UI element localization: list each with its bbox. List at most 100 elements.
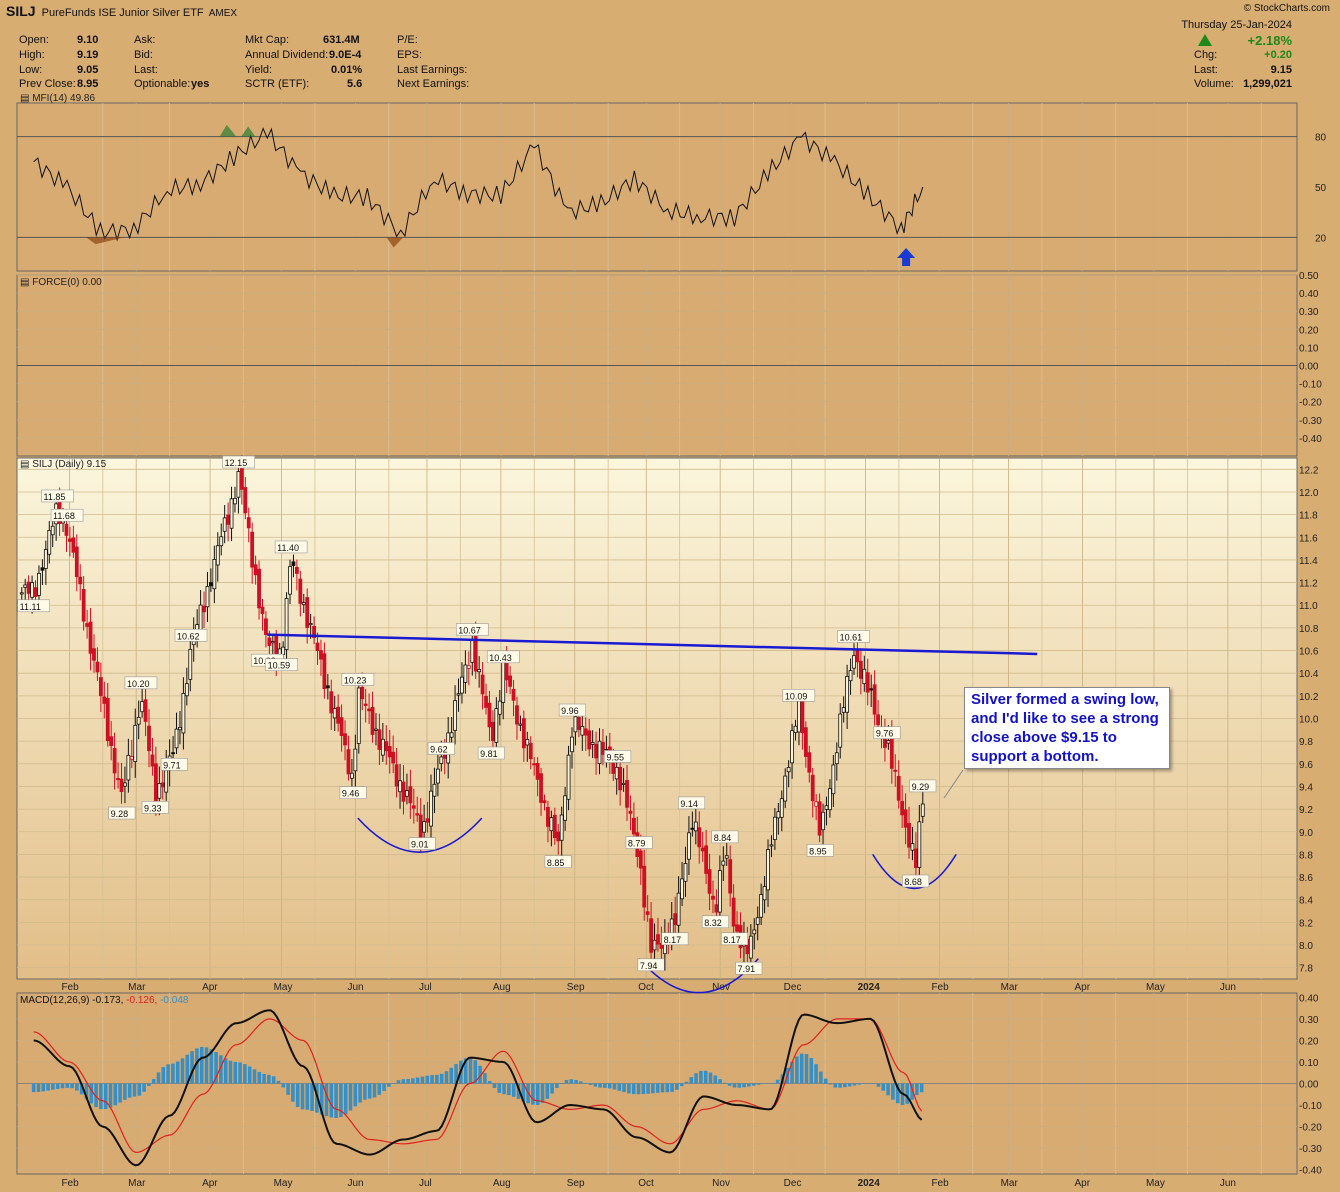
candle-body <box>23 584 28 588</box>
price-label: 8.32 <box>704 918 722 928</box>
x-tick-label: Jun <box>347 1178 363 1189</box>
macd-histogram-bar <box>847 1083 852 1087</box>
candle-body <box>807 752 812 773</box>
macd-histogram-bar <box>895 1083 900 1104</box>
candle-body <box>463 664 468 683</box>
quote-label: Open: <box>19 34 49 46</box>
price-label: 11.85 <box>44 492 66 502</box>
candle-body <box>900 801 905 816</box>
price-label: 8.79 <box>628 839 646 849</box>
candle-body <box>116 778 120 781</box>
macd-title-part: MACD(12,26,9) -0.173, <box>20 995 126 1006</box>
candle-body <box>301 602 306 606</box>
macd-histogram-bar <box>756 1083 761 1085</box>
candle-body <box>442 754 447 759</box>
candle-body <box>652 939 657 951</box>
price-label: 11.40 <box>277 543 299 553</box>
candle-body <box>129 756 134 760</box>
macd-histogram-bar <box>833 1083 838 1088</box>
macd-histogram-bar <box>411 1078 415 1084</box>
macd-histogram-bar <box>252 1069 257 1084</box>
quote-label: Prev Close: <box>19 78 76 90</box>
x-tick-label: Apr <box>1074 982 1090 993</box>
y-tick-label: -0.30 <box>1299 1144 1322 1155</box>
price-label: 12.15 <box>225 458 248 468</box>
candle-body <box>188 648 193 680</box>
candle-body <box>501 661 506 703</box>
quote-label: Ask: <box>134 34 156 46</box>
x-tick-label: Dec <box>784 1178 802 1189</box>
macd-histogram-bar <box>670 1083 674 1092</box>
macd-histogram-bar <box>857 1083 862 1085</box>
candle-body <box>112 748 117 774</box>
candle-body <box>484 695 488 708</box>
y-tick-label: -0.20 <box>1299 398 1322 409</box>
candle-body <box>288 566 292 595</box>
macd-histogram-bar <box>175 1061 180 1084</box>
candle-body <box>542 800 547 804</box>
y-tick-label: 9.2 <box>1299 805 1313 816</box>
macd-histogram-bar <box>343 1083 348 1115</box>
quote-label: EPS: <box>397 49 423 61</box>
macd-histogram-bar <box>545 1083 550 1099</box>
candle-body <box>869 688 874 691</box>
macd-histogram-bar <box>713 1075 718 1084</box>
quote-label: P/E: <box>397 34 418 46</box>
candle-body <box>735 924 739 932</box>
macd-histogram-bar <box>732 1083 737 1088</box>
candle-body <box>872 684 877 715</box>
x-tick-label: Aug <box>493 1178 511 1189</box>
candle-body <box>140 701 145 713</box>
candle-body <box>724 855 729 859</box>
candle-body <box>64 523 69 536</box>
macd-histogram-bar <box>257 1071 262 1084</box>
price-label: 10.63 <box>253 656 276 666</box>
last-value: 9.15 <box>1270 64 1292 76</box>
candle-body <box>573 716 578 733</box>
y-tick-label: 0.50 <box>1299 271 1319 282</box>
macd-histogram-bar <box>799 1053 804 1084</box>
price-label-box <box>661 932 689 946</box>
macd-histogram-bar <box>348 1083 353 1111</box>
price-label-box <box>902 874 930 888</box>
price-label: 9.76 <box>876 729 894 739</box>
macd-histogram-bar <box>310 1083 314 1111</box>
candle-body <box>779 798 784 818</box>
candle-body <box>88 621 93 654</box>
candle-body <box>515 705 519 725</box>
candle-body <box>264 618 268 635</box>
price-label: 8.68 <box>904 877 922 887</box>
y-tick-label: 10.6 <box>1299 647 1319 658</box>
candle-body <box>298 578 303 604</box>
candle-body <box>642 865 647 908</box>
candle-body <box>845 676 850 713</box>
macd-histogram-bar <box>300 1083 305 1110</box>
macd-histogram-bar <box>439 1073 444 1084</box>
candle-body <box>803 727 808 757</box>
candle-body <box>580 726 585 736</box>
price-label-box <box>50 508 84 522</box>
macd-histogram-bar <box>852 1083 857 1086</box>
candle-body <box>711 895 715 900</box>
y-tick-label: -0.40 <box>1299 1166 1322 1177</box>
macd-histogram-bar <box>195 1048 199 1084</box>
y-tick-label: 11.0 <box>1299 601 1318 612</box>
macd-histogram-bar <box>718 1079 722 1084</box>
rounding-bottom-arc <box>357 817 483 853</box>
macd-histogram-bar <box>94 1083 98 1108</box>
macd-histogram-bar <box>353 1083 358 1107</box>
macd-histogram-bar <box>540 1083 545 1103</box>
fund-name: PureFunds ISE Junior Silver ETF <box>41 7 204 19</box>
candle-body <box>153 763 158 805</box>
macd-histogram-bar <box>36 1083 41 1092</box>
macd-histogram-bar <box>646 1083 650 1094</box>
candle-body <box>332 708 337 719</box>
oversold-shade <box>386 237 404 248</box>
candle-body <box>257 568 261 609</box>
macd-histogram-bar <box>871 1083 876 1085</box>
candle-body <box>821 811 825 831</box>
candle-body <box>759 894 764 918</box>
overbought-shade <box>219 124 237 137</box>
candle-body <box>312 626 316 638</box>
